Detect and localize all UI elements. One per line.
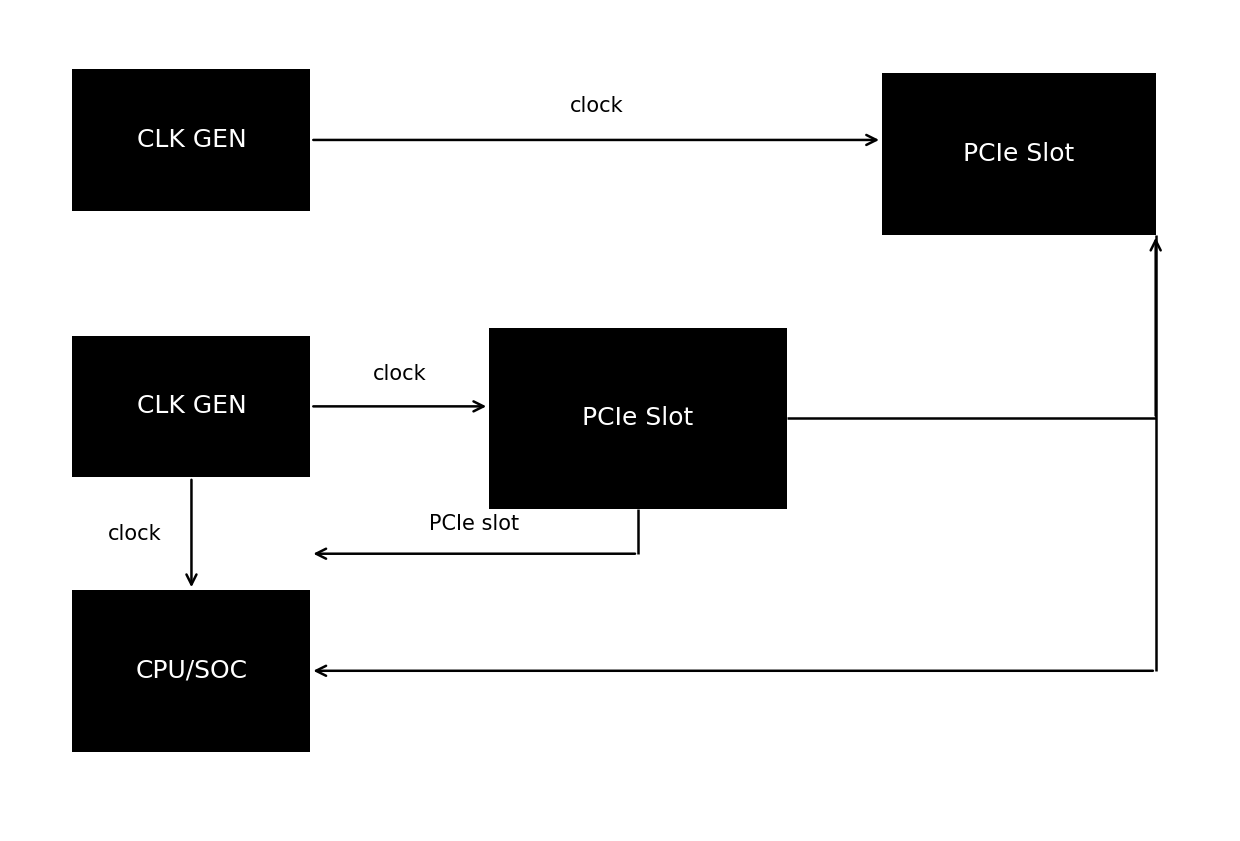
Text: PCIe slot: PCIe slot: [429, 514, 520, 533]
Text: PCIe Slot: PCIe Slot: [963, 142, 1074, 166]
Bar: [72, 590, 310, 752]
Bar: [72, 69, 310, 210]
Text: clock: clock: [373, 364, 427, 383]
Text: CPU/SOC: CPU/SOC: [135, 659, 248, 683]
Text: CLK GEN: CLK GEN: [136, 128, 247, 152]
Bar: [882, 73, 1156, 235]
Bar: [72, 336, 310, 477]
Text: clock: clock: [569, 96, 622, 116]
Text: CLK GEN: CLK GEN: [136, 394, 247, 418]
Text: clock: clock: [108, 524, 161, 543]
Bar: [489, 328, 786, 510]
Text: PCIe Slot: PCIe Slot: [583, 406, 693, 431]
